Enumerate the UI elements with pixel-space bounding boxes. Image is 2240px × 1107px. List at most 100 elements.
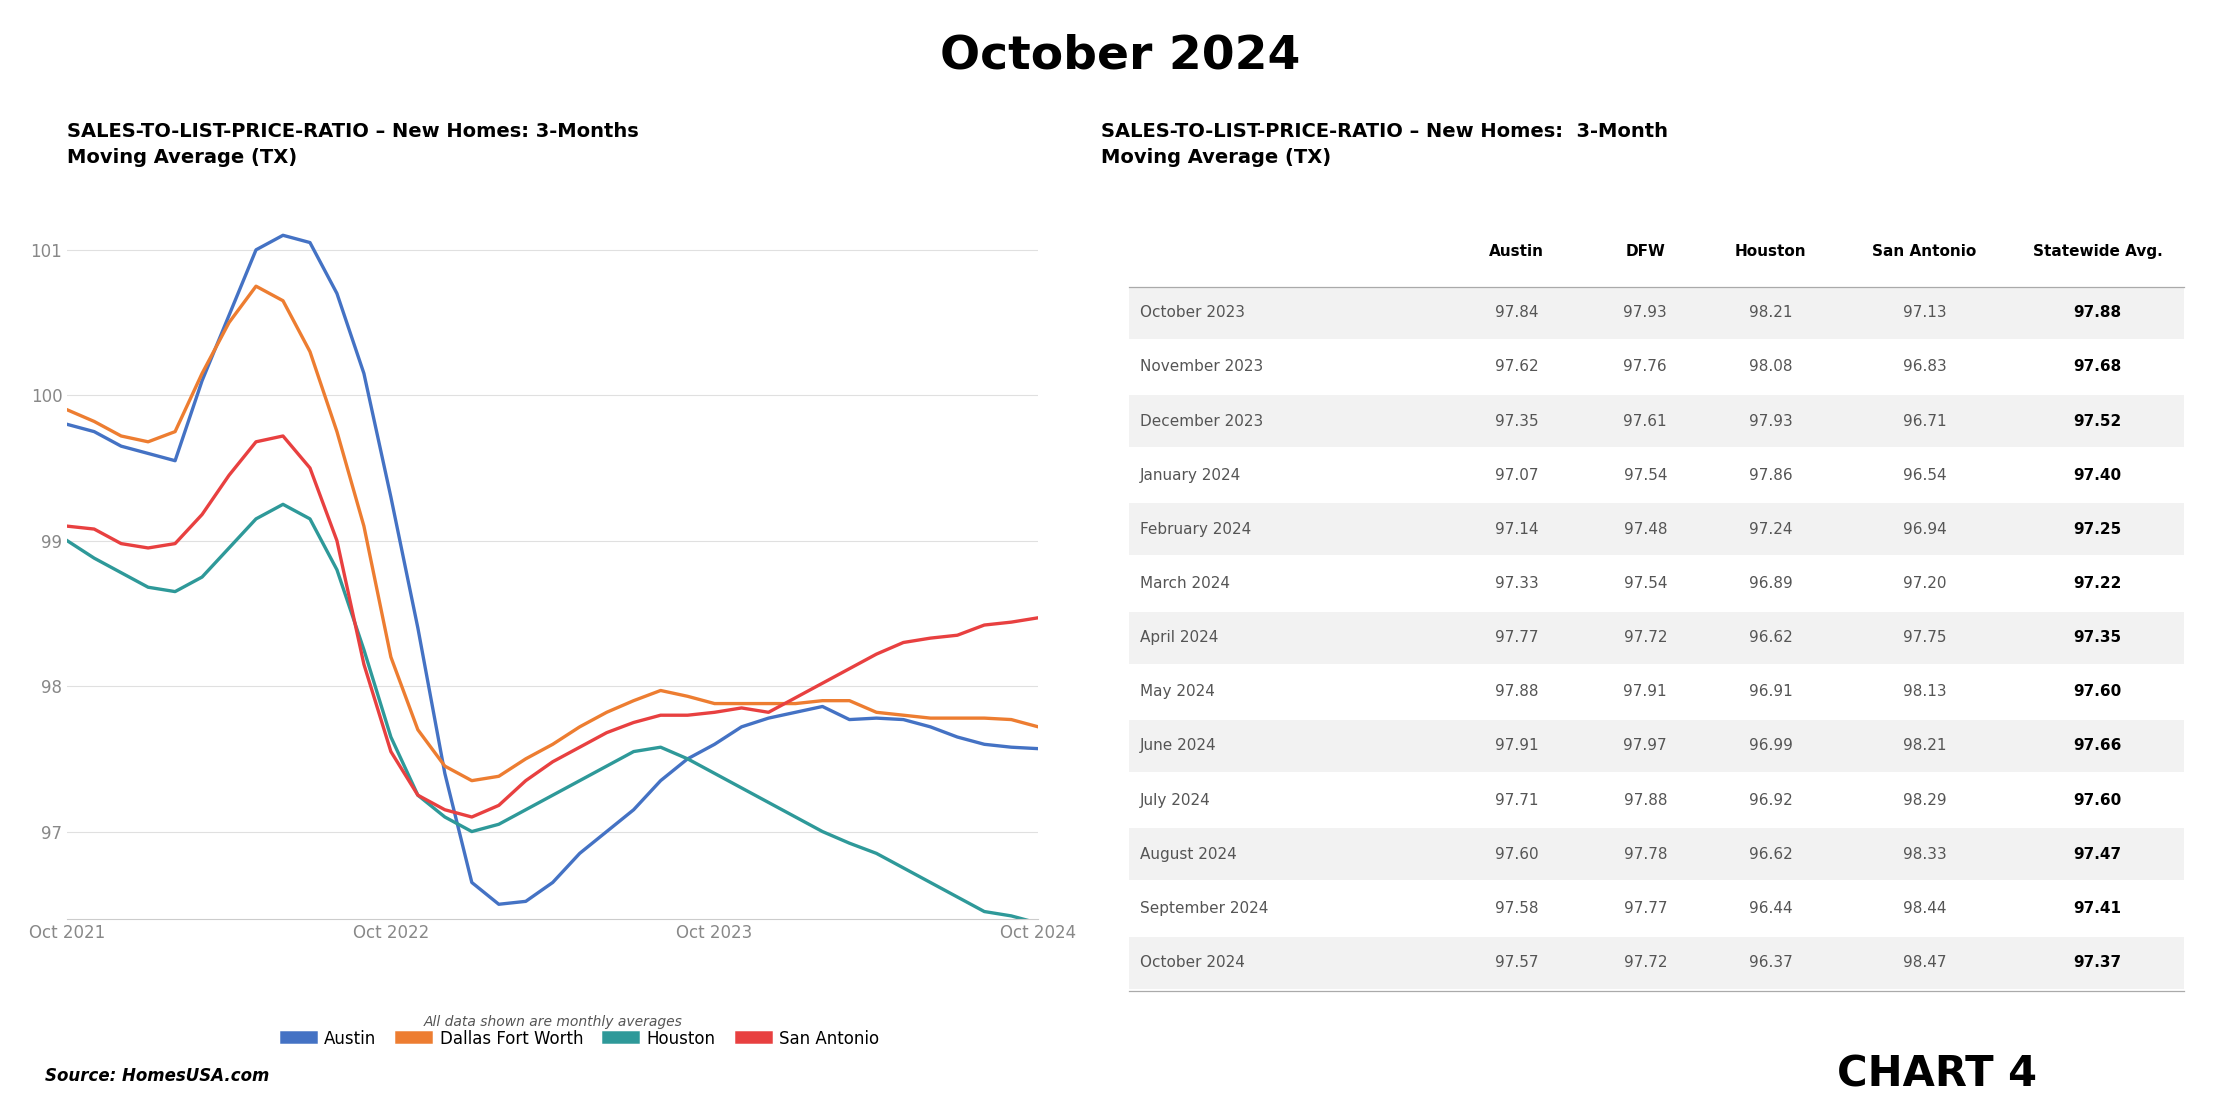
- Text: 97.60: 97.60: [1494, 847, 1539, 861]
- Text: 98.21: 98.21: [1749, 306, 1792, 320]
- Text: 97.61: 97.61: [1624, 414, 1667, 428]
- Text: 97.66: 97.66: [2074, 738, 2121, 754]
- Text: 96.54: 96.54: [1902, 468, 1947, 483]
- Bar: [1129, 558, 2184, 610]
- Text: 97.40: 97.40: [2074, 468, 2121, 483]
- Text: 97.77: 97.77: [1624, 901, 1667, 915]
- Text: 97.52: 97.52: [2074, 414, 2121, 428]
- Text: 97.13: 97.13: [1902, 306, 1947, 320]
- Text: 98.44: 98.44: [1902, 901, 1947, 915]
- Bar: [1129, 882, 2184, 934]
- Text: February 2024: February 2024: [1140, 521, 1252, 537]
- Text: 97.88: 97.88: [1624, 793, 1667, 808]
- Text: 98.08: 98.08: [1749, 360, 1792, 374]
- Text: 96.83: 96.83: [1902, 360, 1947, 374]
- Text: 97.93: 97.93: [1749, 414, 1792, 428]
- Text: April 2024: April 2024: [1140, 630, 1219, 645]
- Bar: [1129, 720, 2184, 772]
- Text: May 2024: May 2024: [1140, 684, 1214, 700]
- Text: 97.60: 97.60: [2074, 793, 2121, 808]
- Text: Source: HomesUSA.com: Source: HomesUSA.com: [45, 1067, 269, 1085]
- Text: DFW: DFW: [1626, 244, 1664, 259]
- Text: SALES-TO-LIST-PRICE-RATIO – New Homes: 3-Months
Moving Average (TX): SALES-TO-LIST-PRICE-RATIO – New Homes: 3…: [67, 122, 638, 167]
- Bar: [1129, 666, 2184, 717]
- Text: 97.84: 97.84: [1494, 306, 1539, 320]
- Text: 97.20: 97.20: [1902, 576, 1947, 591]
- Bar: [1129, 774, 2184, 826]
- Text: 97.88: 97.88: [2074, 306, 2121, 320]
- Text: 98.21: 98.21: [1902, 738, 1947, 754]
- Text: 96.44: 96.44: [1749, 901, 1792, 915]
- Text: 97.37: 97.37: [2074, 955, 2121, 970]
- Text: 97.97: 97.97: [1624, 738, 1667, 754]
- Text: 97.60: 97.60: [2074, 684, 2121, 700]
- Text: November 2023: November 2023: [1140, 360, 1263, 374]
- Legend: Austin, Dallas Fort Worth, Houston, San Antonio: Austin, Dallas Fort Worth, Houston, San …: [280, 1023, 885, 1054]
- Text: September 2024: September 2024: [1140, 901, 1268, 915]
- Text: December 2023: December 2023: [1140, 414, 1263, 428]
- Text: 97.35: 97.35: [2074, 630, 2121, 645]
- Text: 98.13: 98.13: [1902, 684, 1947, 700]
- Text: 96.99: 96.99: [1749, 738, 1792, 754]
- Text: 97.24: 97.24: [1749, 521, 1792, 537]
- Bar: [1129, 828, 2184, 880]
- Text: 97.91: 97.91: [1624, 684, 1667, 700]
- Text: 97.72: 97.72: [1624, 630, 1667, 645]
- Text: 97.77: 97.77: [1494, 630, 1539, 645]
- Text: Houston: Houston: [1736, 244, 1808, 259]
- Bar: [1129, 504, 2184, 556]
- Text: 96.62: 96.62: [1749, 847, 1792, 861]
- Text: 96.94: 96.94: [1902, 521, 1947, 537]
- Text: 97.78: 97.78: [1624, 847, 1667, 861]
- Text: 96.37: 96.37: [1749, 955, 1792, 970]
- Text: 96.91: 96.91: [1749, 684, 1792, 700]
- Text: October 2024: October 2024: [941, 33, 1299, 79]
- Text: July 2024: July 2024: [1140, 793, 1212, 808]
- Text: 97.25: 97.25: [2074, 521, 2121, 537]
- Text: 97.41: 97.41: [2074, 901, 2121, 915]
- Text: 98.33: 98.33: [1902, 847, 1947, 861]
- Text: 96.62: 96.62: [1749, 630, 1792, 645]
- Text: 97.54: 97.54: [1624, 468, 1667, 483]
- Bar: [1129, 937, 2184, 989]
- Text: 98.29: 98.29: [1902, 793, 1947, 808]
- Text: 97.86: 97.86: [1749, 468, 1792, 483]
- Text: 97.47: 97.47: [2074, 847, 2121, 861]
- Text: SALES-TO-LIST-PRICE-RATIO – New Homes:  3-Month
Moving Average (TX): SALES-TO-LIST-PRICE-RATIO – New Homes: 3…: [1100, 122, 1669, 167]
- Text: 97.75: 97.75: [1902, 630, 1947, 645]
- Text: March 2024: March 2024: [1140, 576, 1230, 591]
- Bar: [1129, 395, 2184, 447]
- Text: San Antonio: San Antonio: [1873, 244, 1976, 259]
- Bar: [1129, 612, 2184, 664]
- Text: 97.93: 97.93: [1624, 306, 1667, 320]
- Text: 97.14: 97.14: [1494, 521, 1539, 537]
- Bar: [1129, 341, 2184, 393]
- Text: 96.71: 96.71: [1902, 414, 1947, 428]
- Bar: [1129, 287, 2184, 339]
- Text: 97.68: 97.68: [2074, 360, 2121, 374]
- Text: 97.76: 97.76: [1624, 360, 1667, 374]
- Text: January 2024: January 2024: [1140, 468, 1241, 483]
- Text: August 2024: August 2024: [1140, 847, 1236, 861]
- Text: 97.72: 97.72: [1624, 955, 1667, 970]
- Text: All data shown are monthly averages: All data shown are monthly averages: [423, 1015, 683, 1030]
- Bar: [1129, 449, 2184, 501]
- Text: 97.54: 97.54: [1624, 576, 1667, 591]
- Text: 96.92: 96.92: [1749, 793, 1792, 808]
- Text: 97.91: 97.91: [1494, 738, 1539, 754]
- Text: 97.22: 97.22: [2074, 576, 2121, 591]
- Text: October 2024: October 2024: [1140, 955, 1245, 970]
- Text: Statewide Avg.: Statewide Avg.: [2032, 244, 2162, 259]
- Text: 97.33: 97.33: [1494, 576, 1539, 591]
- Text: 97.57: 97.57: [1494, 955, 1539, 970]
- Text: 97.07: 97.07: [1494, 468, 1539, 483]
- Text: 97.71: 97.71: [1494, 793, 1539, 808]
- Text: Austin: Austin: [1490, 244, 1543, 259]
- Text: CHART 4: CHART 4: [1837, 1054, 2036, 1096]
- Text: 97.62: 97.62: [1494, 360, 1539, 374]
- Text: 97.58: 97.58: [1494, 901, 1539, 915]
- Text: October 2023: October 2023: [1140, 306, 1245, 320]
- Text: 97.48: 97.48: [1624, 521, 1667, 537]
- Text: June 2024: June 2024: [1140, 738, 1216, 754]
- Text: 97.88: 97.88: [1494, 684, 1539, 700]
